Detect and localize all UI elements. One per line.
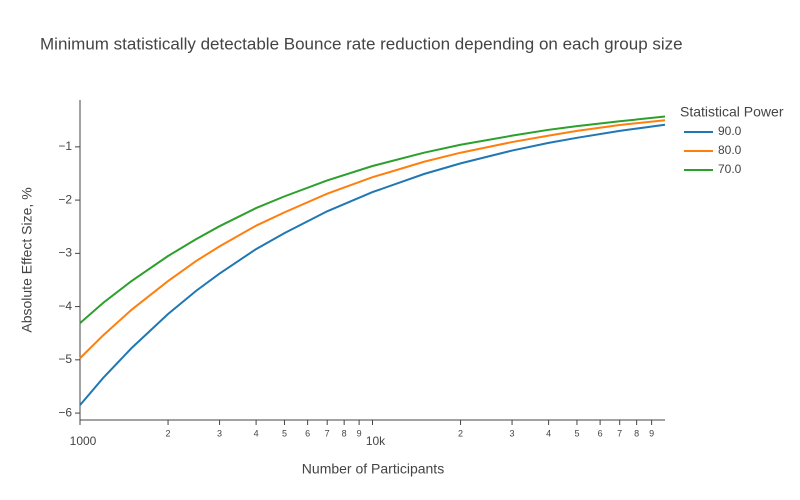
line-series: [79, 115, 666, 324]
x-tick-label: 6: [598, 428, 603, 438]
y-axis-label: Absolute Effect Size, %: [19, 187, 35, 332]
y-tick-label: −5: [58, 352, 72, 366]
x-tick-label: 2: [166, 428, 171, 438]
x-tick-label: 4: [546, 428, 551, 438]
x-tick-label: 6: [305, 428, 310, 438]
x-tick-label: 7: [325, 428, 330, 438]
x-tick-label: 7: [617, 428, 622, 438]
legend-title: Statistical Power: [680, 104, 784, 120]
line-series: [79, 123, 666, 406]
y-tick-label: −2: [58, 192, 72, 206]
legend-label: 90.0: [718, 124, 742, 138]
x-axis-label: Number of Participants: [302, 461, 444, 477]
x-tick-label: 4: [254, 428, 259, 438]
legend-label: 80.0: [718, 143, 742, 157]
x-tick-label: 8: [342, 428, 347, 438]
chart-title: Minimum statistically detectable Bounce …: [40, 34, 683, 53]
x-tick-label: 10k: [366, 434, 386, 448]
x-tick-label: 3: [217, 428, 222, 438]
x-tick-label: 1000: [70, 434, 97, 448]
x-tick-label: 9: [649, 428, 654, 438]
y-tick-label: −3: [58, 246, 72, 260]
legend-label: 70.0: [718, 162, 742, 176]
y-tick-label: −6: [58, 405, 72, 419]
y-tick-label: −4: [58, 299, 72, 313]
x-tick-label: 5: [574, 428, 579, 438]
x-tick-label: 2: [458, 428, 463, 438]
y-tick-label: −1: [58, 139, 72, 153]
x-tick-label: 3: [510, 428, 515, 438]
x-tick-label: 8: [634, 428, 639, 438]
line-series: [79, 119, 666, 359]
x-tick-label: 9: [357, 428, 362, 438]
x-tick-label: 5: [282, 428, 287, 438]
